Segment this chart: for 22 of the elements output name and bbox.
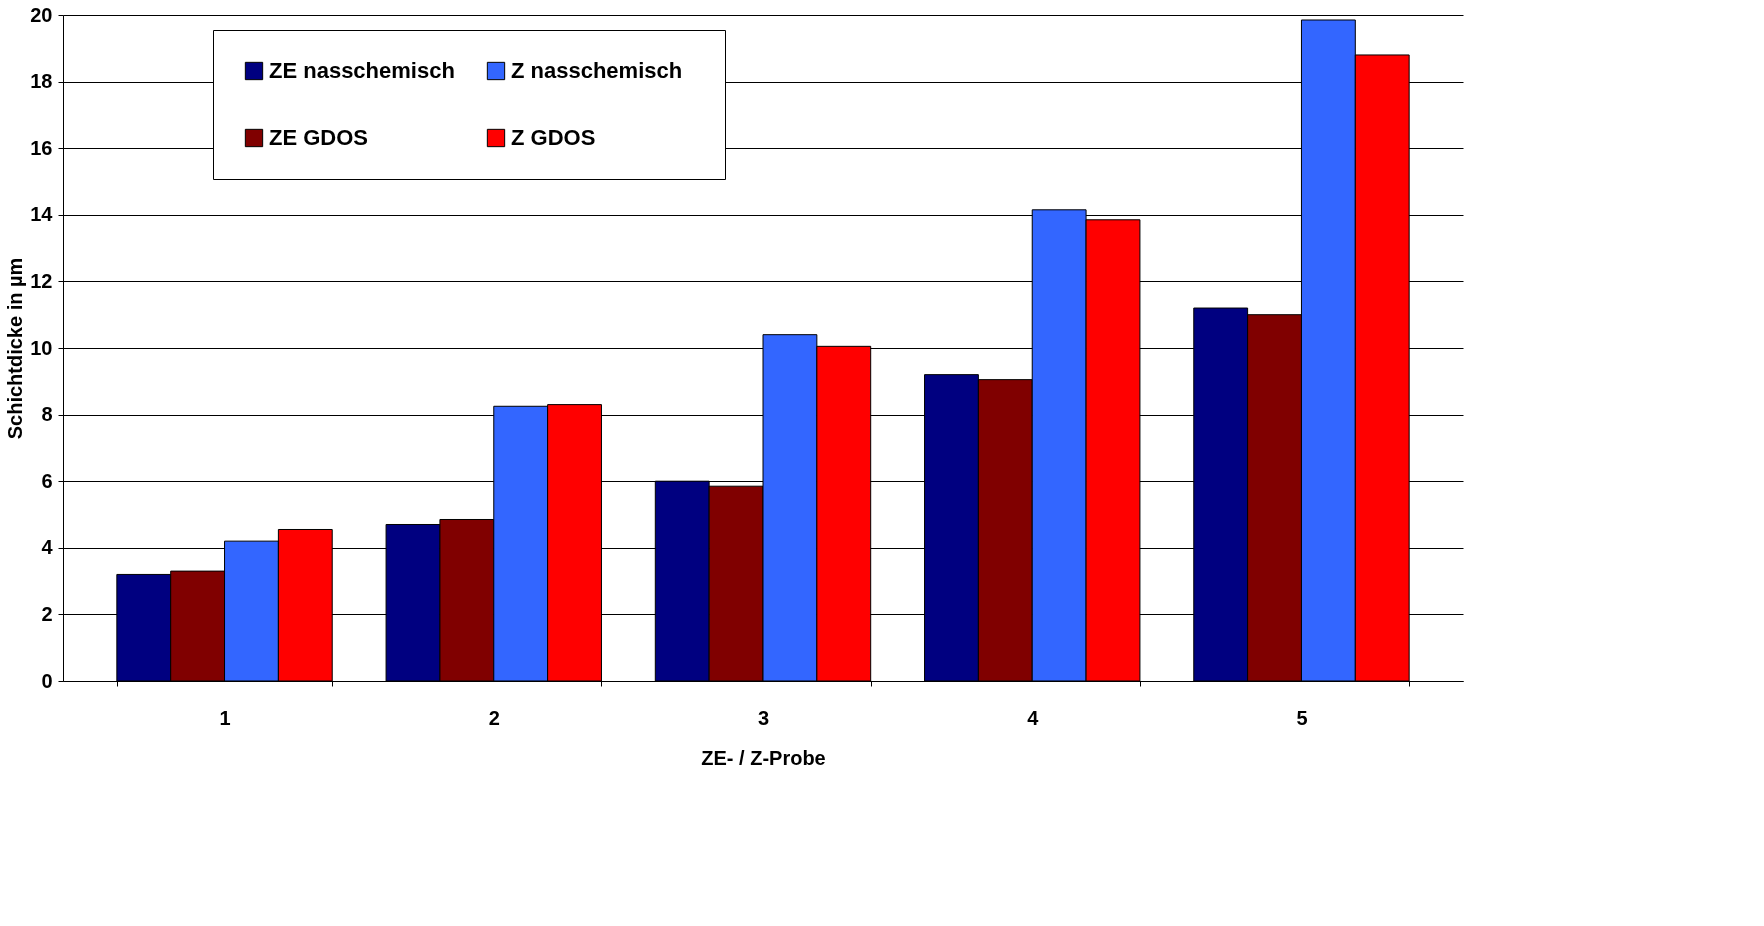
y-tick-label: 8 <box>41 403 53 426</box>
legend-label: ZE GDOS <box>269 125 369 150</box>
y-tick-label: 16 <box>30 136 53 159</box>
legend-label: Z nasschemisch <box>511 58 683 83</box>
legend-label: ZE nasschemisch <box>269 58 455 83</box>
y-tick-label: 10 <box>30 336 53 359</box>
x-tick-label: 4 <box>1027 706 1040 729</box>
x-tick-label: 2 <box>488 706 500 729</box>
y-tick-label: 0 <box>41 669 53 692</box>
legend-label: Z GDOS <box>511 125 596 150</box>
x-tick-label: 5 <box>1296 706 1308 729</box>
y-tick-label: 12 <box>30 269 53 292</box>
x-tick-label: 3 <box>757 706 770 729</box>
y-tick-label: 4 <box>41 536 54 559</box>
x-tick-label: 1 <box>219 706 231 729</box>
x-axis-title: ZE- / Z-Probe <box>701 746 826 769</box>
y-tick-label: 14 <box>30 203 54 226</box>
y-axis-title: Schichtdicke in µm <box>4 257 27 440</box>
y-tick-label: 18 <box>30 70 53 93</box>
y-tick-label: 2 <box>41 602 53 625</box>
y-tick-label: 20 <box>30 3 53 26</box>
y-tick-label: 6 <box>41 469 53 492</box>
